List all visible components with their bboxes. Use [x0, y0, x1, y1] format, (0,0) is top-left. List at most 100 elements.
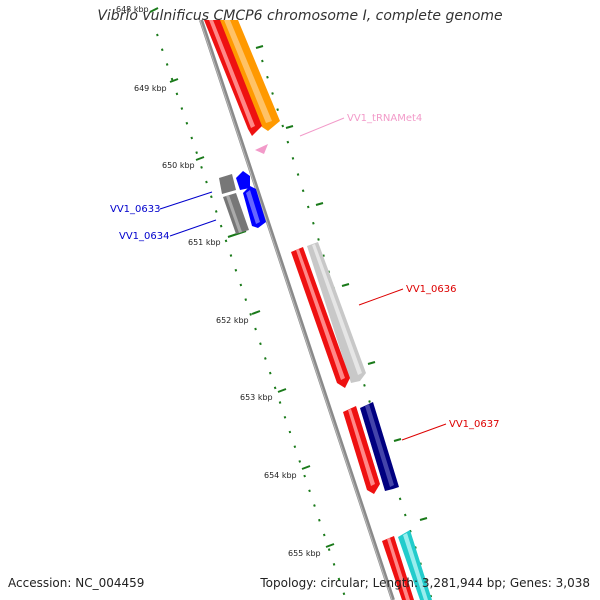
- kbp-label: 654 kbp: [264, 471, 297, 480]
- ruler-dash: [332, 562, 336, 566]
- kbp-tick: [251, 310, 261, 315]
- ruler-dash: [190, 136, 194, 140]
- ruler-dash: [170, 77, 174, 81]
- ruler-dash: [403, 513, 407, 517]
- ruler-dash: [273, 386, 277, 390]
- gene-label-0637[interactable]: VV1_0637: [449, 419, 500, 430]
- kbp-tick: [195, 156, 205, 161]
- ruler-dash: [298, 460, 302, 463]
- gene-cyan-highlight: [403, 533, 428, 600]
- ruler-dash: [296, 173, 300, 176]
- ruler-dash: [156, 33, 159, 37]
- kbp-label: 649 kbp: [134, 84, 167, 93]
- ruler-dash: [205, 180, 208, 184]
- ruler-dash: [303, 474, 306, 478]
- gene-label-0636[interactable]: VV1_0636: [406, 284, 457, 295]
- ruler-dash: [254, 327, 257, 331]
- gene-label-0633[interactable]: VV1_0633: [110, 204, 161, 215]
- ruler-major-dash: [393, 438, 402, 442]
- ruler-dash: [266, 75, 269, 79]
- kbp-label: 653 kbp: [240, 393, 273, 402]
- ruler-dash: [210, 195, 213, 199]
- ruler-dash: [293, 445, 297, 449]
- ruler-dash: [312, 221, 315, 225]
- ruler-dash: [244, 298, 248, 302]
- ruler-dash: [313, 504, 316, 507]
- ruler-dash: [291, 156, 295, 160]
- label-connector: [299, 117, 345, 137]
- kbp-label: 651 kbp: [188, 238, 221, 247]
- gene-trna: [255, 144, 268, 154]
- gene-navy-highlight: [365, 404, 394, 487]
- gene-orange-highlight: [224, 20, 272, 123]
- ruler-dash: [249, 312, 252, 316]
- ruler-dash: [276, 108, 279, 112]
- gene-label-trna[interactable]: VV1_tRNAMet4: [347, 113, 422, 124]
- map-title: Vibrio vulnificus CMCP6 chromosome I, co…: [97, 8, 503, 24]
- ruler-dash: [200, 165, 203, 169]
- ruler-major-dash: [255, 45, 264, 49]
- ruler-dash: [239, 283, 243, 287]
- ruler-dash: [229, 254, 233, 257]
- kbp-tick: [227, 230, 247, 238]
- ruler-dash: [398, 497, 402, 501]
- gene-red-highlight: [209, 20, 255, 128]
- kbp-tick: [301, 465, 311, 470]
- ruler-dash: [318, 518, 321, 522]
- ruler-dash: [306, 205, 310, 209]
- ruler-dash: [363, 383, 366, 387]
- ruler-major-dash: [285, 125, 294, 129]
- ruler-dash: [185, 121, 189, 125]
- ruler-dash: [219, 224, 223, 228]
- gene-blue-small: [236, 171, 250, 190]
- ruler-dash: [283, 415, 287, 419]
- kbp-label: 650 kbp: [162, 161, 195, 170]
- gene-red-highlight: [296, 249, 345, 380]
- topology-info: Topology: circular; Length: 3,281,944 bp…: [260, 576, 590, 590]
- ruler-dash: [195, 151, 198, 155]
- kbp-tick: [169, 78, 179, 83]
- label-connector: [169, 219, 217, 237]
- ruler-dash: [322, 254, 325, 257]
- ruler-dash: [259, 342, 262, 346]
- accession-label: Accession: NC_004459: [8, 576, 145, 590]
- ruler-major-dash: [315, 202, 324, 206]
- ruler-dash: [278, 401, 282, 404]
- ruler-dash: [214, 210, 218, 213]
- outer-strand-features: [218, 20, 432, 600]
- ruler-dash: [165, 63, 169, 66]
- ruler-dash: [368, 400, 371, 403]
- inner-strand-features: [204, 20, 414, 600]
- label-connector: [401, 423, 447, 441]
- ruler-inner: [156, 33, 346, 596]
- kbp-tick: [325, 543, 335, 548]
- kbp-label: 648 kbp: [116, 5, 149, 14]
- gene-lightgray-highlight: [312, 244, 362, 375]
- kbp-tick: [277, 388, 287, 393]
- label-connector: [159, 191, 213, 210]
- ruler-dash: [308, 489, 311, 493]
- ruler-dash: [301, 189, 305, 193]
- ruler-dash: [180, 107, 184, 110]
- kbp-label: 652 kbp: [216, 316, 249, 325]
- label-connector: [358, 288, 404, 306]
- gene-label-0634[interactable]: VV1_0634: [119, 231, 170, 242]
- kbp-ticks: 648 kbp 649 kbp 650 kbp 651 kbp 652 kbp …: [116, 5, 335, 558]
- ruler-dash: [261, 59, 264, 63]
- ruler-dash: [264, 357, 267, 360]
- ruler-major-dash: [367, 361, 376, 365]
- gene-blue-highlight: [246, 190, 260, 224]
- ruler-major-dash: [419, 517, 428, 521]
- ruler-dash: [342, 592, 346, 596]
- gene-gray-highlight: [226, 195, 242, 233]
- ruler-dash: [327, 548, 331, 552]
- ruler-dash: [271, 92, 274, 95]
- backbone-highlight: [199, 19, 393, 600]
- gene-red-highlight: [387, 538, 410, 600]
- ruler-dash: [234, 268, 238, 272]
- backbone: [199, 19, 395, 600]
- ruler-dash: [224, 239, 228, 243]
- ruler-dash: [337, 577, 341, 581]
- ruler-dash: [268, 371, 272, 375]
